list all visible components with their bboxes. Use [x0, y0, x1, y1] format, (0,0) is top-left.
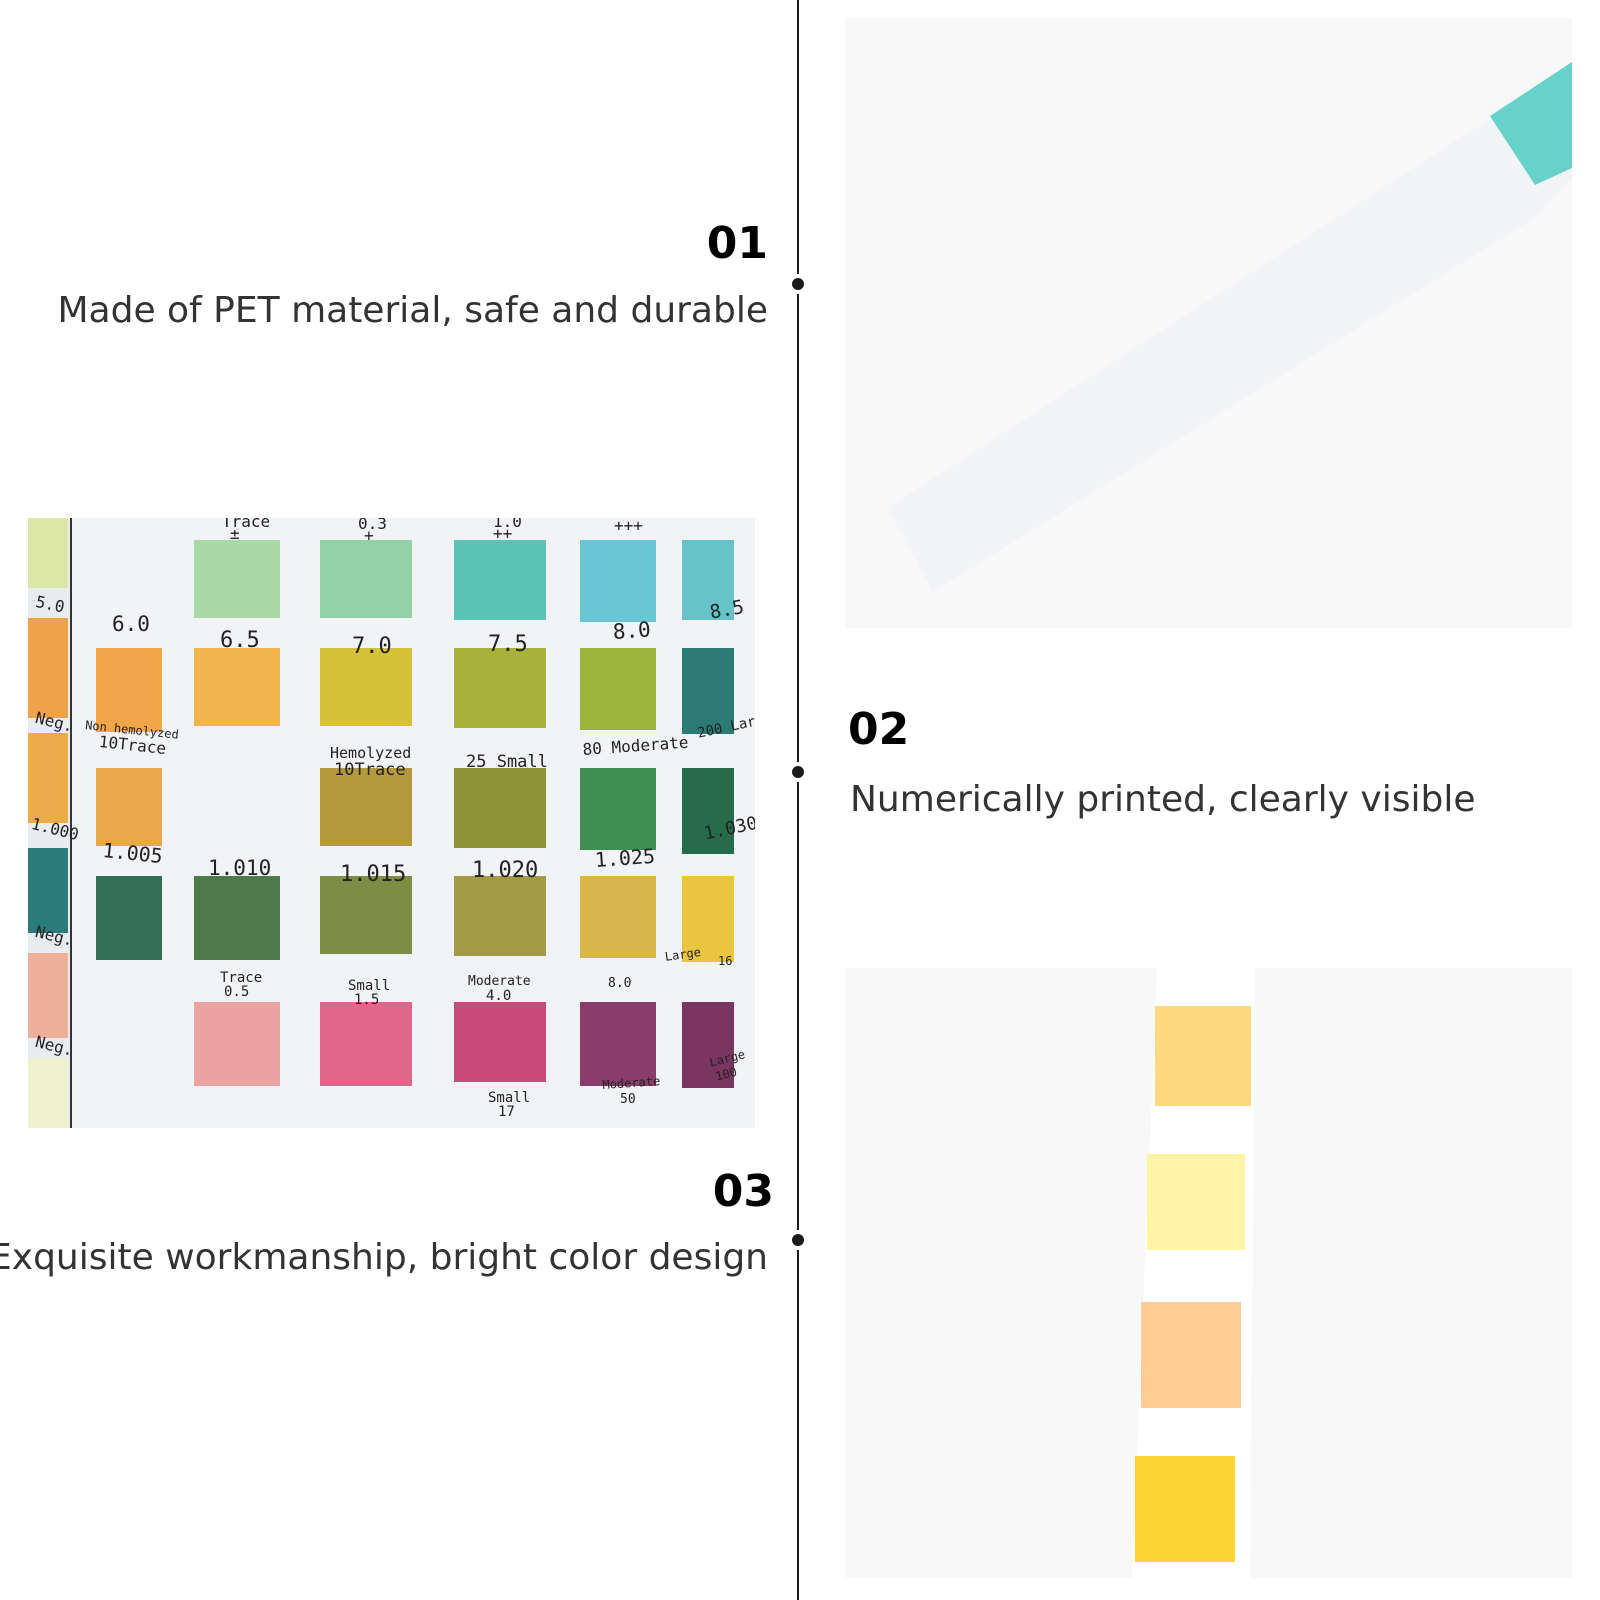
chart-label-plusplus: ++: [493, 524, 513, 543]
chart-label-1-020: 1.020: [472, 858, 539, 883]
chart-label-1-010: 1.010: [208, 856, 272, 880]
color-swatch: [320, 540, 412, 618]
chart-label-plus3: +++: [614, 518, 643, 535]
chart-label-moderate-b: Moderate: [468, 974, 531, 989]
color-swatch: [580, 876, 656, 958]
strip-pads-illustration: [1132, 968, 1255, 1578]
chart-label-small-b: Small: [348, 978, 391, 994]
timeline-dot-01: [788, 274, 808, 294]
chart-label-1-5: 1.5: [354, 992, 380, 1008]
timeline-dot-02: [788, 762, 808, 782]
color-swatch: [580, 768, 656, 850]
color-swatch: [454, 876, 546, 956]
color-swatch: [320, 876, 412, 954]
color-swatch: [682, 540, 734, 620]
strip-pads-photo: [845, 968, 1572, 1578]
chart-label-0-5: 0.5: [224, 984, 250, 1000]
chart-label-17: 17: [498, 1104, 515, 1120]
feature-text-01: Made of PET material, safe and durable: [57, 290, 768, 331]
chart-label-7-5: 7.5: [488, 632, 528, 657]
feature-text-02: Numerically printed, clearly visible: [850, 779, 1476, 820]
color-swatch: [194, 1002, 280, 1086]
feature-number-03: 03: [712, 1166, 774, 1217]
color-swatch: [320, 648, 412, 726]
color-swatch: [454, 648, 546, 728]
color-swatch-group: [96, 540, 734, 1088]
color-swatch: [194, 540, 280, 618]
color-swatch: [320, 768, 412, 846]
color-swatch: [454, 1002, 546, 1082]
color-swatch: [580, 648, 656, 730]
color-swatch: [96, 648, 162, 732]
color-swatch: [580, 1002, 656, 1086]
test-strip-illustration: [887, 62, 1572, 592]
color-swatch: [682, 768, 734, 854]
color-swatch: [682, 648, 734, 734]
color-swatch: [682, 876, 734, 962]
chart-label-7-0: 7.0: [352, 634, 392, 659]
chart-label-trace-b: Trace: [220, 970, 263, 986]
color-swatch: [96, 876, 162, 960]
color-swatch: [194, 648, 280, 726]
chart-label-1-015: 1.015: [340, 862, 407, 887]
feature-text-03: Exquisite workmanship, bright color desi…: [0, 1237, 768, 1278]
color-swatch: [454, 768, 546, 848]
chart-label-50: 50: [620, 1092, 636, 1107]
chart-label-16: 16: [718, 954, 733, 968]
color-swatch: [454, 540, 546, 620]
chart-label-8-0: 8.0: [612, 617, 652, 644]
color-chart-photo: Trace ± 0.3 + 1.0 ++ +++ 5.0 6.0 6.5 7.0…: [28, 518, 755, 1128]
chart-label-0-3: 0.3: [358, 518, 387, 533]
chart-label-10trace-b: 10Trace: [334, 760, 406, 780]
chart-label-4-0: 4.0: [486, 988, 512, 1004]
chart-label-small-c: Small: [488, 1090, 531, 1106]
chart-label-1-0: 1.0: [493, 518, 522, 531]
color-swatch: [320, 1002, 412, 1086]
feature-number-02: 02: [848, 704, 910, 755]
chart-label-6-5: 6.5: [220, 628, 260, 653]
color-chart-illustration: [28, 518, 734, 1128]
color-swatch: [580, 540, 656, 622]
color-swatch: [194, 876, 280, 960]
chart-label-hemolyzed: Hemolyzed: [330, 744, 412, 762]
chart-label-25-small: 25 Small: [466, 752, 548, 772]
timeline-dot-03: [788, 1230, 808, 1250]
test-strip-photo: [845, 18, 1572, 628]
chart-label-plusminus: ±: [230, 524, 240, 543]
feature-number-01: 01: [706, 218, 768, 269]
chart-label-1-025: 1.025: [594, 843, 656, 872]
color-swatch: [96, 768, 162, 846]
chart-label-8-0-b: 8.0: [608, 976, 632, 991]
chart-label-6-0: 6.0: [112, 612, 150, 636]
color-swatch: [682, 1002, 734, 1088]
timeline-line: [797, 0, 799, 1600]
chart-label-trace: Trace: [222, 518, 271, 531]
chart-label-plus: +: [364, 526, 374, 545]
